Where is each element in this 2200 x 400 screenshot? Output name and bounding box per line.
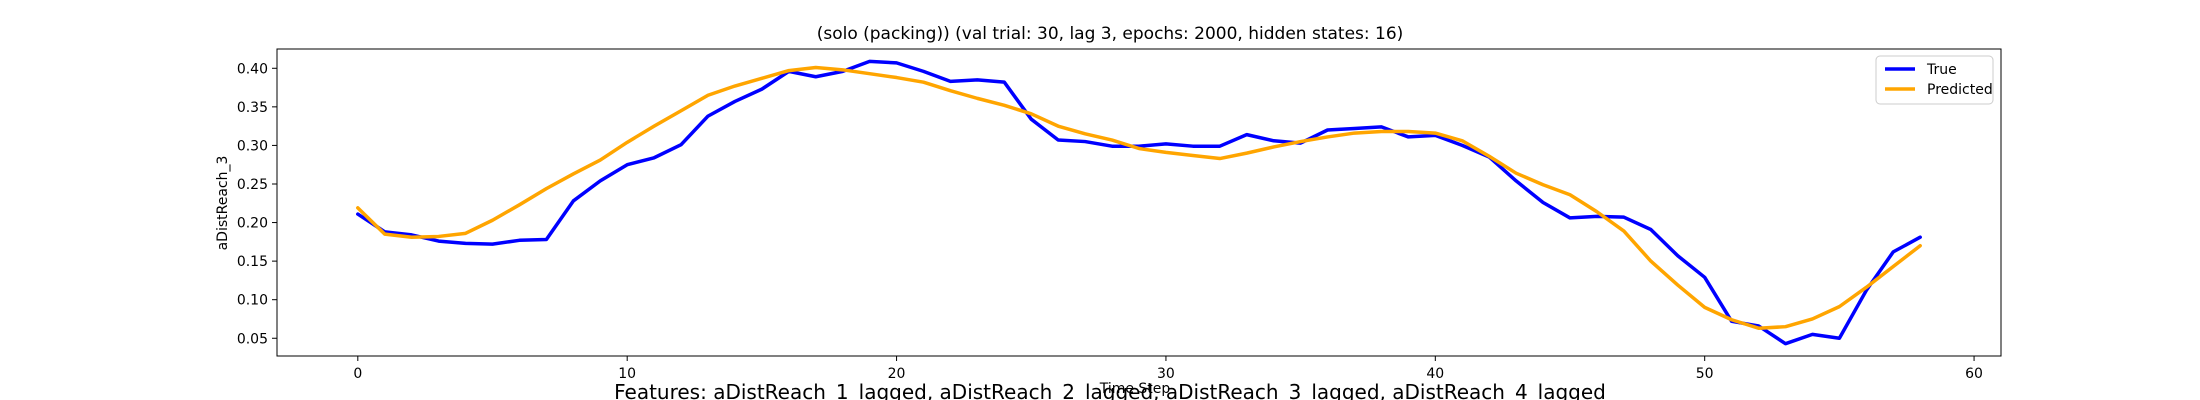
y-axis: 0.05 0.10 0.15 0.20 0.25 0.30 0.35 0.40	[237, 61, 277, 347]
y-tick-label: 0.35	[237, 100, 268, 116]
y-tick-label: 0.10	[237, 293, 268, 309]
y-axis-label: aDistReach_3	[215, 156, 231, 251]
series-line-true	[356, 59, 1922, 346]
x-tick-label: 10	[618, 366, 636, 382]
x-tick-label: 20	[888, 366, 906, 382]
chart-title: (solo (packing)) (val trial: 30, lag 3, …	[817, 24, 1404, 44]
series-layer	[356, 59, 1922, 346]
x-tick-label: 0	[353, 366, 362, 382]
y-tick-label: 0.40	[237, 61, 268, 77]
y-tick-label: 0.05	[237, 331, 268, 347]
x-tick-label: 40	[1426, 366, 1444, 382]
x-tick-label: 60	[1965, 366, 1983, 382]
y-tick-label: 0.25	[237, 177, 268, 193]
features-caption: Features: aDistReach_1_lagged, aDistReac…	[614, 380, 1606, 400]
legend-label-predicted: Predicted	[1927, 82, 1993, 98]
plot-area	[276, 48, 2002, 357]
x-axis-label: Time Step	[1099, 381, 1171, 397]
series-line-predicted	[356, 65, 1922, 330]
x-tick-label: 30	[1157, 366, 1175, 382]
y-tick-label: 0.30	[237, 138, 268, 154]
legend: True Predicted	[1875, 55, 1994, 105]
x-tick-label: 50	[1696, 366, 1714, 382]
legend-label-true: True	[1926, 62, 1957, 78]
x-axis: 0 10 20 30 40 50 60	[353, 356, 1983, 382]
y-tick-label: 0.20	[237, 216, 268, 232]
y-tick-label: 0.15	[237, 254, 268, 270]
